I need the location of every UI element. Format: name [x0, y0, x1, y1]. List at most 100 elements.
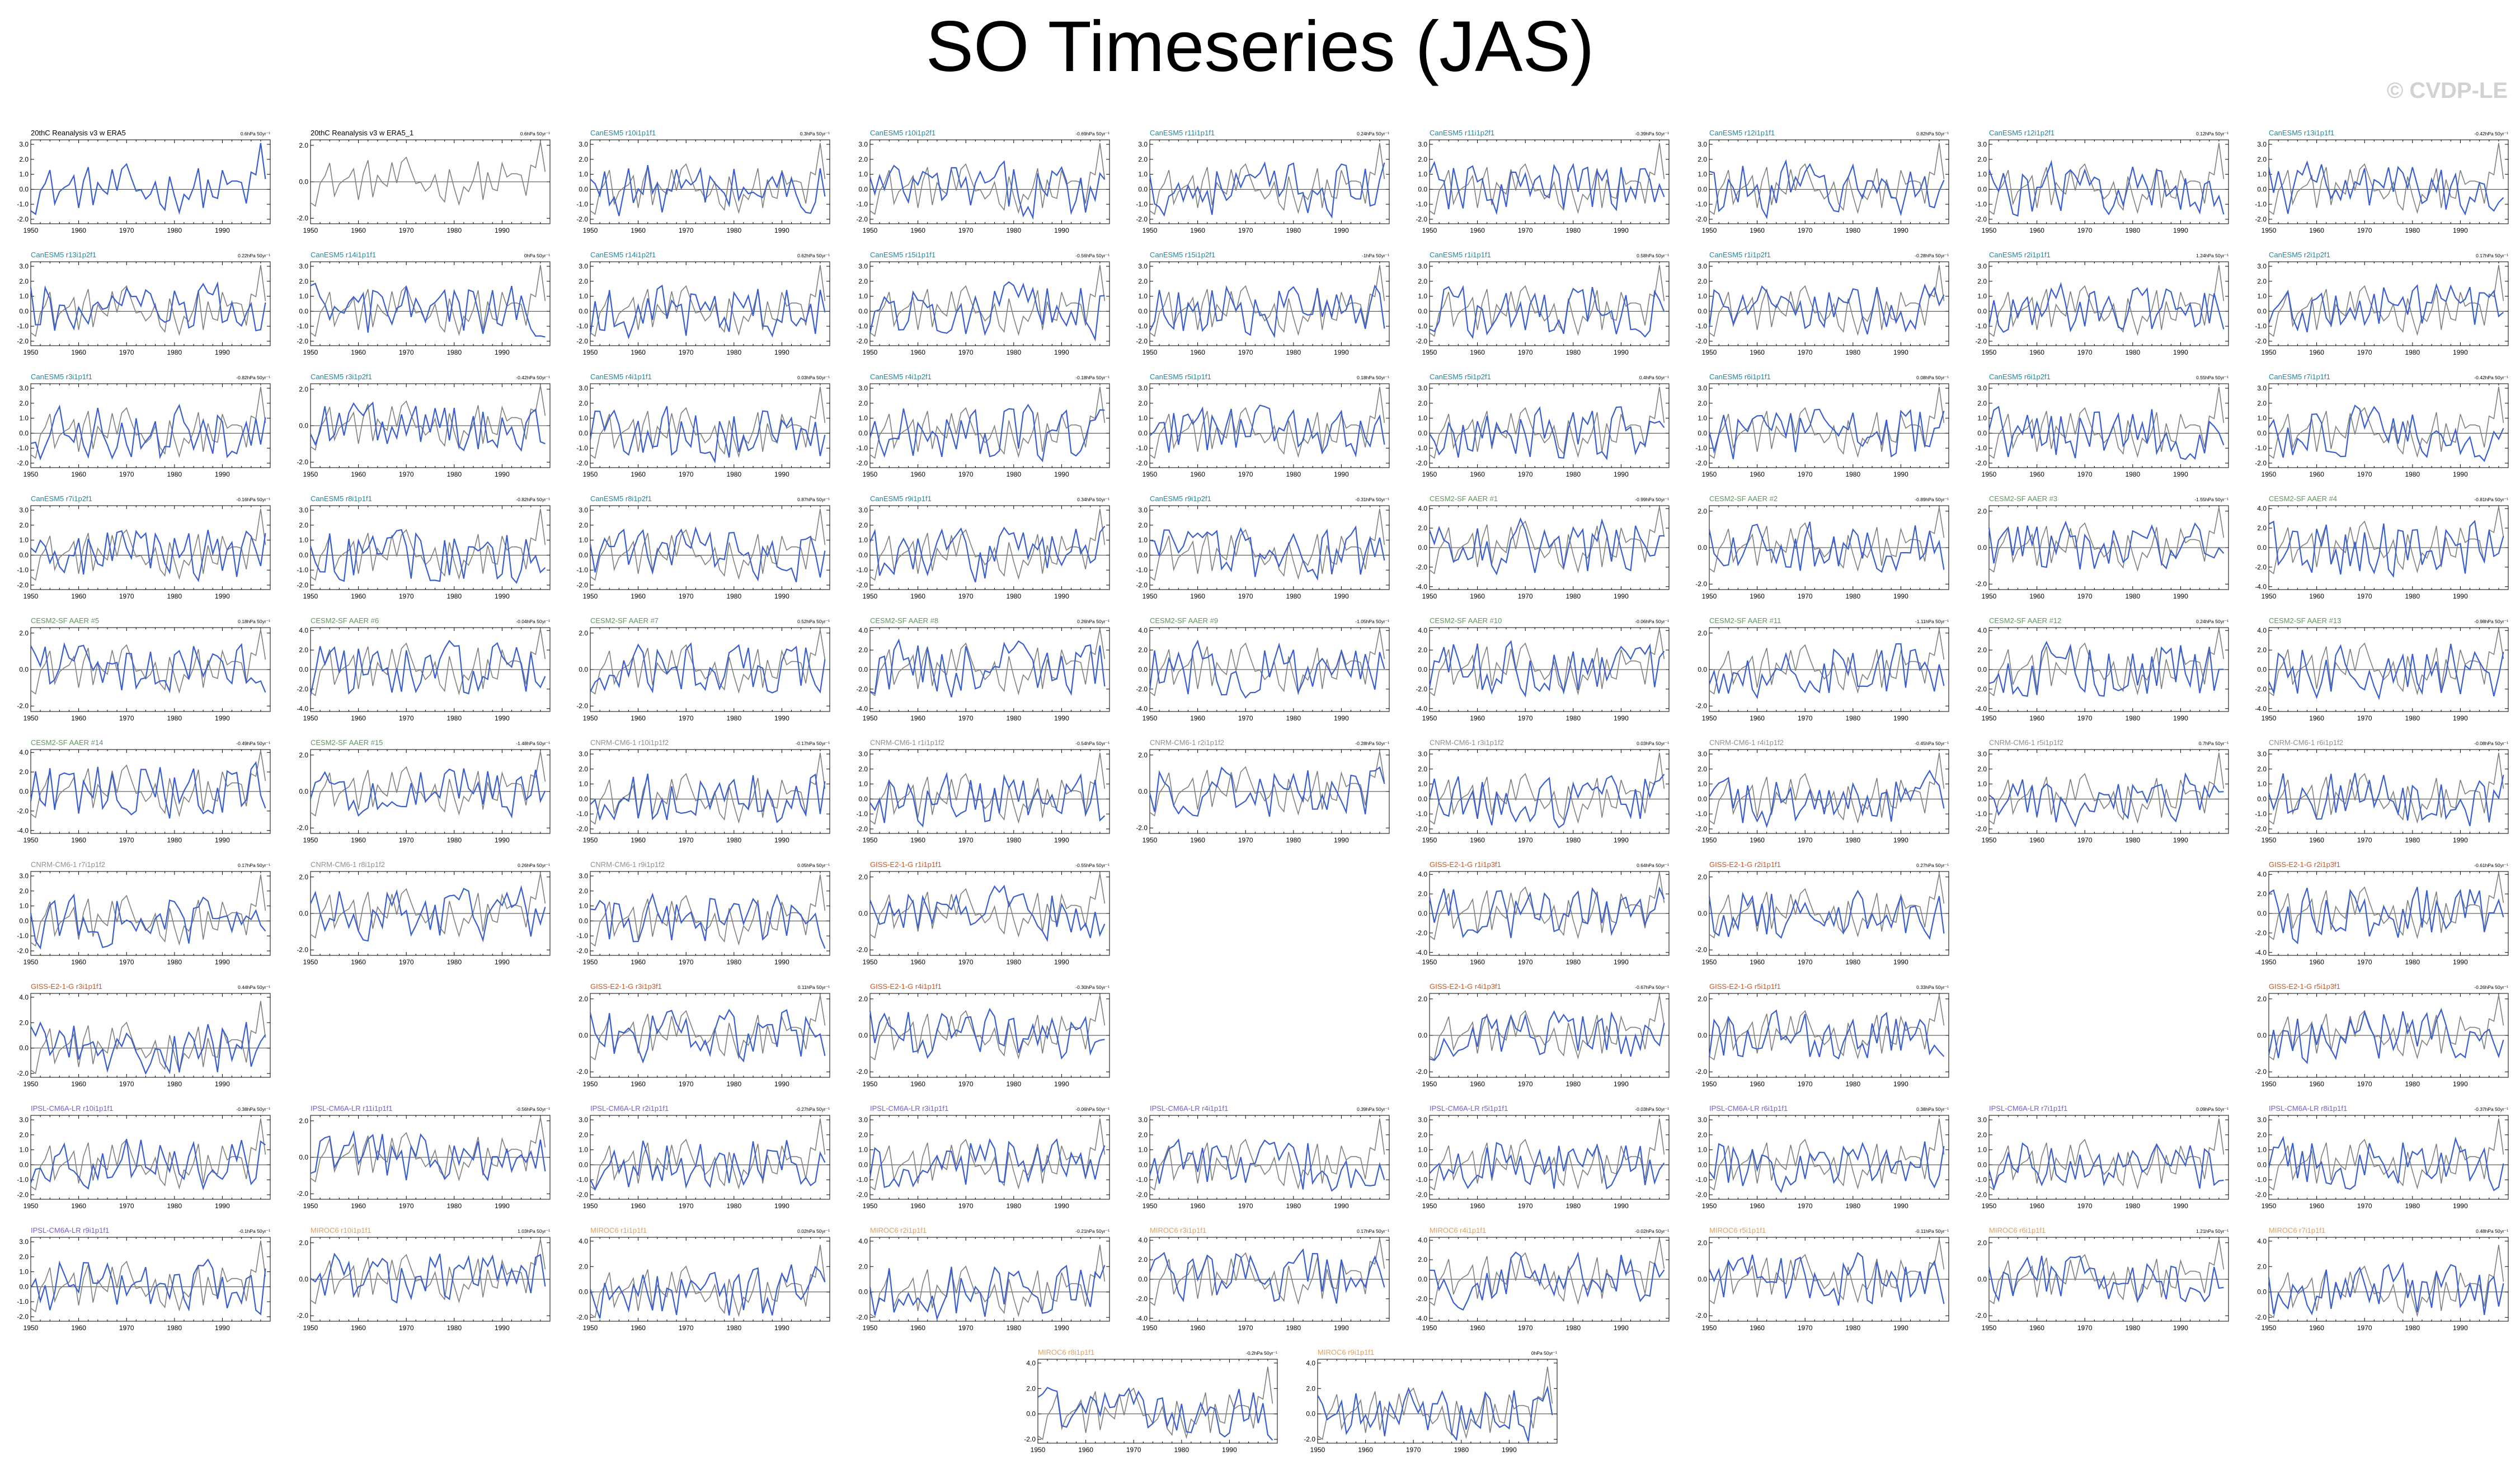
y-tick-label: 2.0 — [19, 156, 29, 163]
x-tick-label: 1970 — [119, 958, 134, 966]
x-tick-label: 1990 — [215, 592, 230, 600]
x-tick-label: 1980 — [2405, 714, 2420, 722]
panel-frame — [869, 505, 1110, 590]
subplot-panel: 20thC Reanalysis v3 w ERA5 0.6hPa 50yr⁻¹ 3… — [17, 129, 271, 234]
x-tick-label: 1970 — [2357, 227, 2372, 234]
x-tick-label: 1960 — [2309, 227, 2324, 234]
x-tick-label: 1970 — [399, 592, 414, 600]
y-tick-label: 2.0 — [1418, 277, 1427, 285]
panel-frame — [1429, 749, 1670, 834]
x-tick-label: 1960 — [631, 836, 646, 844]
y-tick-label: 0.0 — [1418, 185, 1427, 193]
y-tick-label: 0.0 — [1977, 307, 1987, 315]
x-tick-label: 1970 — [1238, 348, 1253, 356]
x-tick-label: 1960 — [71, 1080, 86, 1088]
y-tick-label: 2.0 — [19, 1019, 29, 1026]
panel-trend-label: 0.64hPa 50yr⁻¹ — [1637, 863, 1669, 868]
member-series-line — [589, 526, 826, 582]
x-tick-label: 1990 — [215, 958, 230, 966]
y-tick-label: -2.0 — [1695, 580, 1707, 588]
y-tick-label: -1.0 — [17, 932, 29, 940]
y-tick-label: -2.0 — [1416, 685, 1427, 693]
y-tick-label: 1.0 — [1418, 780, 1427, 788]
y-tick-label: 1.0 — [1698, 171, 1707, 178]
panel-trend-label: -0.31hPa 50yr⁻¹ — [1355, 497, 1389, 502]
y-tick-label: 2.0 — [1418, 646, 1427, 654]
panel-trend-label: -1.48hPa 50yr⁻¹ — [516, 741, 550, 746]
y-tick-label: 3.0 — [19, 384, 29, 392]
y-tick-label: 0.0 — [858, 307, 868, 315]
panel-trend-label: -0.08hPa 50yr⁻¹ — [2474, 741, 2508, 746]
x-tick-label: 1980 — [2405, 470, 2420, 478]
y-tick-label: -2.0 — [1416, 929, 1427, 937]
member-series-line — [1428, 640, 1665, 698]
y-tick-label: 2.0 — [858, 399, 868, 407]
observed-series-line — [1988, 387, 2225, 459]
y-tick-label: 4.0 — [19, 748, 29, 756]
x-tick-label: 1950 — [1422, 836, 1437, 844]
x-tick-label: 1950 — [583, 958, 598, 966]
y-tick-label: -1.0 — [1136, 444, 1148, 452]
panel-title: CanESM5 r2i1p2f1 — [2269, 251, 2330, 259]
x-tick-label: 1970 — [679, 714, 694, 722]
x-tick-label: 1980 — [1565, 227, 1581, 234]
x-tick-label: 1980 — [1565, 470, 1581, 478]
y-tick-label: 0.0 — [858, 551, 868, 559]
member-series-line — [310, 282, 546, 338]
y-tick-label: 2.0 — [1138, 399, 1148, 407]
member-series-line — [869, 403, 1105, 463]
y-tick-label: -1.0 — [856, 810, 868, 818]
x-tick-label: 1970 — [1238, 592, 1253, 600]
y-tick-label: -1.0 — [2255, 322, 2267, 330]
observed-series-line — [310, 142, 546, 207]
y-tick-label: 2.0 — [2257, 277, 2267, 285]
x-tick-label: 1950 — [2262, 836, 2277, 844]
member-series-line — [1708, 643, 1945, 699]
panel-title: CESM2-SF AAER #12 — [1989, 616, 2061, 625]
y-tick-label: 1.0 — [2257, 414, 2267, 422]
y-tick-label: 0.0 — [1977, 429, 1987, 437]
x-tick-label: 1950 — [583, 714, 598, 722]
panel-trend-label: 0.55hPa 50yr⁻¹ — [2196, 375, 2228, 380]
y-tick-label: -1.0 — [576, 322, 588, 330]
x-tick-label: 1950 — [863, 714, 878, 722]
observed-series-line — [310, 265, 546, 337]
y-tick-label: -2.0 — [576, 581, 588, 589]
panel-title: CanESM5 r7i1p2f1 — [31, 494, 92, 503]
member-series-line — [1988, 520, 2225, 570]
y-tick-label: 1.0 — [299, 293, 308, 300]
x-tick-label: 1990 — [774, 958, 789, 966]
x-tick-label: 1950 — [1702, 348, 1717, 356]
y-tick-label: 1.0 — [299, 536, 308, 544]
x-tick-label: 1970 — [2357, 958, 2372, 966]
x-tick-label: 1960 — [2029, 470, 2044, 478]
panel-title: CESM2-SF AAER #15 — [311, 738, 383, 747]
x-tick-label: 1990 — [1334, 470, 1349, 478]
member-series-line — [590, 642, 826, 694]
x-tick-label: 1990 — [774, 227, 789, 234]
x-tick-label: 1990 — [1893, 714, 1908, 722]
y-tick-label: 1.0 — [1698, 293, 1707, 300]
y-tick-label: 2.0 — [1418, 765, 1427, 773]
observed-series-line — [869, 628, 1106, 696]
x-tick-label: 1960 — [1190, 348, 1205, 356]
panel-title: GISS-E2-1-G r2i1p3f1 — [2269, 860, 2340, 869]
y-tick-label: 0.0 — [1698, 185, 1707, 193]
y-tick-label: 1.0 — [858, 780, 868, 788]
panel-title: CanESM5 r8i1p1f1 — [311, 494, 372, 503]
x-tick-label: 1980 — [446, 348, 462, 356]
y-tick-label: 2.0 — [1418, 524, 1427, 532]
y-tick-label: -4.0 — [2255, 949, 2267, 957]
y-tick-label: 4.0 — [2257, 626, 2267, 634]
panel-frame — [590, 871, 830, 956]
panel-trend-label: -0.98hPa 50yr⁻¹ — [2474, 619, 2508, 624]
x-tick-label: 1970 — [119, 836, 134, 844]
x-tick-label: 1950 — [583, 227, 598, 234]
panel-frame — [590, 261, 830, 346]
y-tick-label: -1.0 — [17, 200, 29, 208]
subplot-panel: CanESM5 r14i1p2f1 0.62hPa 50yr⁻¹ 3.0 2.0 1.0… — [576, 251, 830, 356]
y-tick-label: 2.0 — [299, 142, 308, 149]
x-tick-label: 1980 — [726, 714, 741, 722]
observed-series-line — [30, 750, 266, 818]
